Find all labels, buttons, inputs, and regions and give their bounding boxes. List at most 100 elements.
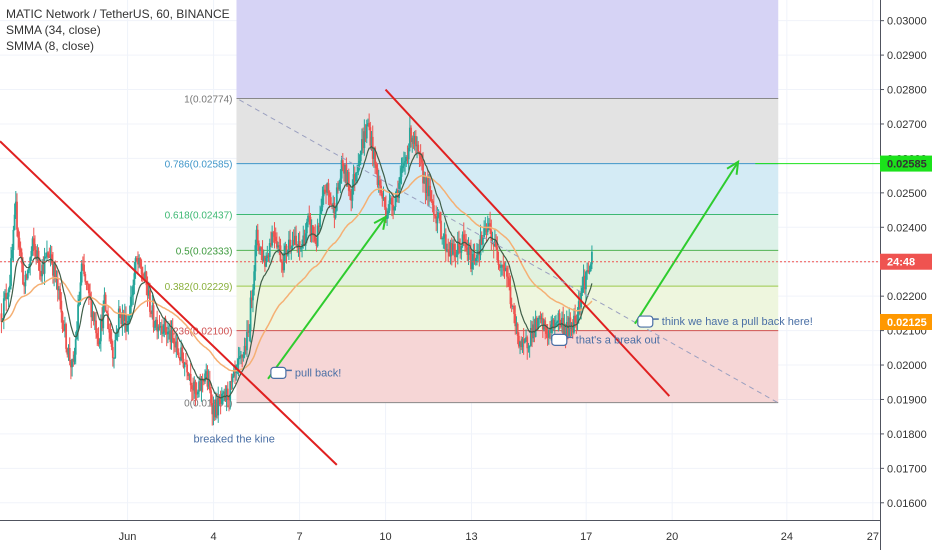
candle-body: [293, 235, 296, 245]
candle-body: [533, 324, 536, 337]
candle-body: [101, 318, 103, 329]
candle-body: [534, 317, 537, 337]
candle-body: [557, 313, 560, 323]
fib-zone-0.236: [236, 330, 779, 403]
price-level-label-0: 0.02585: [887, 159, 927, 171]
candle-body: [255, 229, 258, 246]
candle-body: [334, 210, 337, 218]
x-tick-label: 10: [379, 531, 391, 543]
candle-body: [326, 183, 329, 193]
candle-body: [53, 264, 56, 276]
candle-body: [299, 248, 302, 250]
candle-body: [113, 357, 115, 359]
candle-body: [41, 264, 44, 277]
candle-body: [564, 325, 567, 338]
candle-body: [522, 339, 525, 343]
candle-body: [17, 229, 20, 238]
candle-body: [569, 317, 572, 330]
pointing-hand-icon: [637, 315, 654, 328]
candle-body: [420, 159, 423, 163]
candle-body: [26, 270, 29, 279]
candle-body: [388, 200, 391, 211]
candle-body: [38, 263, 41, 272]
candle-body: [158, 326, 161, 328]
candle-body: [527, 347, 530, 349]
candle-body: [337, 187, 339, 190]
candle-body: [497, 260, 500, 265]
y-tick-label: 0.02500: [887, 188, 927, 200]
candle-body: [483, 228, 486, 239]
candle-body: [5, 293, 8, 300]
candle-body: [402, 162, 405, 166]
candle-body: [42, 264, 45, 274]
moving-average-layer: [1, 145, 593, 399]
candles-layer: [0, 113, 593, 426]
candle-body: [567, 322, 569, 336]
candle-body: [562, 317, 565, 335]
candle-body: [515, 323, 518, 327]
candle-body: [310, 225, 313, 235]
candle-body: [573, 315, 575, 333]
candle-body: [188, 373, 191, 377]
candle-body: [167, 331, 169, 335]
candle-body: [526, 337, 529, 349]
candle-body: [146, 285, 149, 296]
candle-body: [327, 183, 330, 194]
candle-body: [184, 362, 187, 365]
candle-body: [561, 317, 563, 327]
candle-body: [80, 263, 83, 283]
candle-body: [220, 393, 223, 404]
candle-body: [353, 174, 356, 182]
candle-body: [517, 335, 520, 347]
candle-body: [139, 257, 142, 267]
candle-body: [250, 297, 253, 301]
candle-body: [328, 193, 331, 198]
candle-body: [521, 339, 524, 348]
candle-body: [395, 189, 398, 197]
candle-body: [14, 201, 17, 215]
indicator-smma-8: SMMA (8, close): [6, 39, 95, 53]
candle-body: [473, 254, 476, 262]
price-level-label-1: 24:48: [887, 257, 915, 269]
candle-body: [488, 223, 490, 228]
candle-body: [208, 380, 211, 391]
candle-body: [213, 405, 216, 418]
candle-body: [86, 282, 89, 285]
candle-body: [92, 311, 95, 322]
y-tick-label: 0.01900: [887, 394, 927, 406]
candle-body: [66, 348, 69, 355]
price-level-label-2: 0.02125: [887, 317, 927, 329]
candle-body: [110, 338, 113, 347]
candle-body: [249, 297, 252, 332]
y-tick-label: 0.02900: [887, 50, 927, 62]
candle-body: [248, 331, 251, 333]
candle-body: [519, 341, 521, 347]
candle-body: [541, 317, 544, 330]
candle-body: [287, 239, 290, 251]
candle-body: [46, 252, 48, 257]
candle-body: [254, 245, 257, 272]
candle-body: [65, 324, 68, 349]
candle-body: [438, 211, 441, 221]
candle-body: [117, 308, 120, 330]
candle-body: [505, 267, 508, 277]
candle-body: [60, 300, 63, 313]
candle-body: [274, 236, 277, 242]
candle-body: [252, 289, 254, 301]
candle-body: [285, 245, 288, 255]
candle-body: [43, 256, 46, 274]
candle-body: [123, 315, 126, 321]
candle-body: [68, 347, 71, 362]
candle-body: [422, 162, 424, 184]
candle-body: [429, 185, 432, 191]
candle-body: [132, 284, 135, 296]
candle-body: [387, 210, 390, 215]
candle-body: [444, 234, 447, 252]
fib-label-0: 0(0.01891): [184, 399, 232, 410]
candle-body: [7, 289, 10, 297]
candle-body: [224, 391, 227, 400]
candle-body: [485, 226, 488, 233]
candle-body: [237, 357, 240, 365]
candle-body: [85, 281, 88, 283]
